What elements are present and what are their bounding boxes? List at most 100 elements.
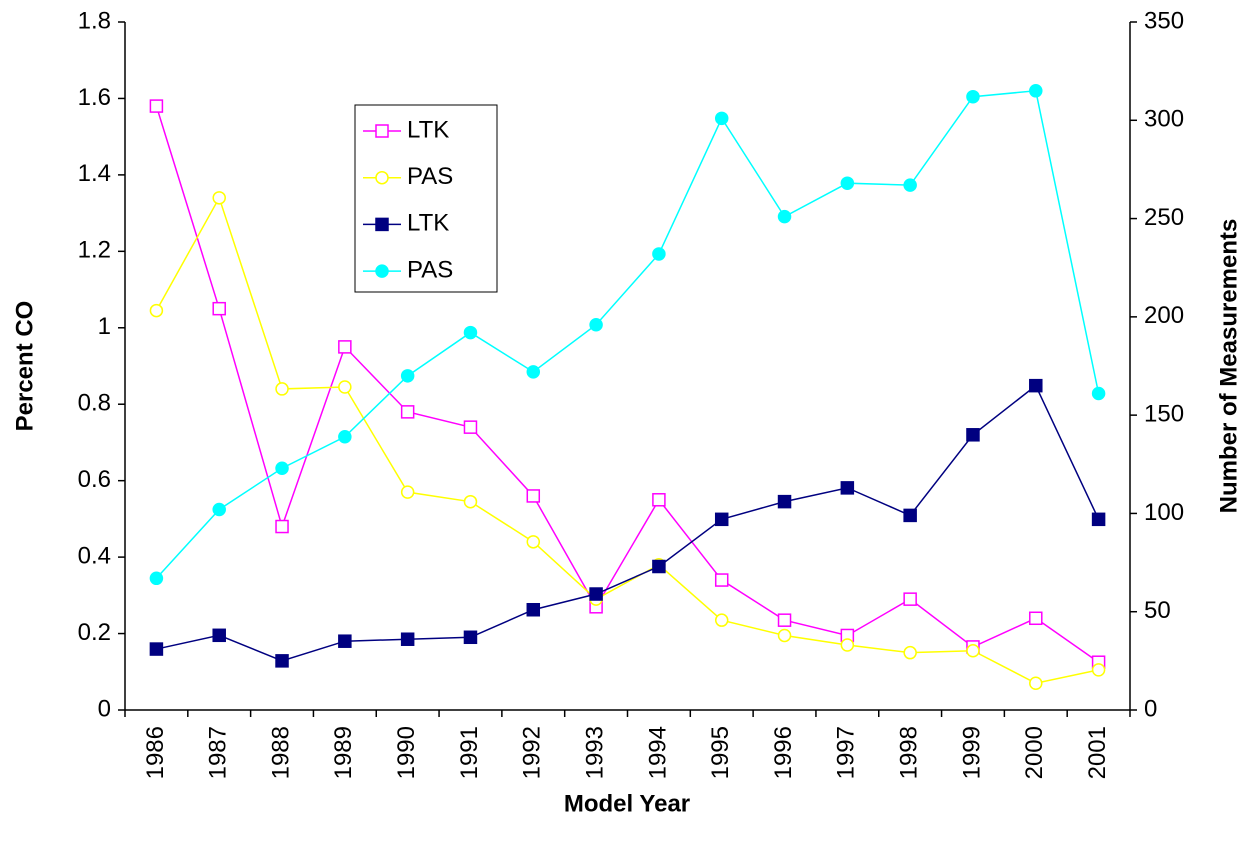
y-tick-label: 0.6 bbox=[78, 466, 111, 493]
marker bbox=[1029, 378, 1043, 393]
marker bbox=[463, 494, 478, 509]
marker bbox=[338, 340, 352, 354]
marker bbox=[714, 573, 729, 587]
marker bbox=[463, 420, 478, 434]
marker bbox=[375, 217, 389, 232]
legend-label: LTK bbox=[407, 210, 449, 237]
marker bbox=[149, 303, 164, 318]
x-axis-title: Model Year bbox=[564, 790, 690, 817]
marker bbox=[966, 428, 980, 442]
marker bbox=[777, 494, 792, 509]
marker bbox=[338, 380, 352, 394]
marker bbox=[652, 247, 666, 261]
marker bbox=[903, 178, 917, 192]
y-tick-label: 1.4 bbox=[78, 160, 111, 187]
y2-tick-label: 0 bbox=[1144, 695, 1157, 722]
marker bbox=[400, 632, 415, 646]
series-line bbox=[155, 195, 1099, 685]
x-tick-label: 1993 bbox=[581, 726, 608, 779]
marker bbox=[652, 559, 666, 574]
x-tick-label: 1992 bbox=[519, 726, 546, 779]
marker bbox=[1091, 386, 1106, 401]
marker bbox=[212, 502, 226, 517]
series-line bbox=[156, 384, 1100, 662]
marker bbox=[777, 613, 792, 627]
y-tick-label: 0.8 bbox=[78, 390, 111, 417]
marker bbox=[652, 493, 666, 507]
x-tick-label: 1987 bbox=[205, 726, 232, 779]
marker bbox=[149, 99, 164, 113]
marker bbox=[903, 592, 917, 606]
x-tick-label: 1990 bbox=[393, 726, 420, 779]
marker bbox=[526, 365, 541, 379]
marker bbox=[714, 111, 729, 126]
marker bbox=[375, 264, 389, 278]
y-tick-label: 1.8 bbox=[78, 7, 111, 34]
series-line bbox=[155, 89, 1100, 579]
marker bbox=[1091, 663, 1106, 677]
x-tick-label: 1989 bbox=[330, 726, 357, 779]
marker bbox=[338, 430, 352, 444]
marker bbox=[1029, 84, 1043, 98]
marker bbox=[526, 602, 541, 617]
y-tick-label: 1.6 bbox=[78, 84, 111, 111]
marker bbox=[840, 638, 855, 652]
marker bbox=[714, 512, 729, 527]
marker bbox=[149, 571, 164, 586]
y2-tick-label: 350 bbox=[1144, 7, 1184, 34]
marker bbox=[777, 628, 792, 643]
y-tick-label: 1 bbox=[98, 313, 111, 340]
y-tick-label: 0 bbox=[98, 695, 111, 722]
marker bbox=[400, 485, 415, 499]
marker bbox=[589, 587, 603, 601]
marker bbox=[1029, 676, 1043, 690]
x-tick-label: 1991 bbox=[456, 726, 483, 779]
y2-tick-label: 50 bbox=[1144, 597, 1171, 624]
marker bbox=[903, 508, 917, 523]
marker bbox=[212, 191, 226, 205]
series-line bbox=[155, 105, 1100, 663]
y2-tick-label: 300 bbox=[1144, 106, 1184, 133]
marker bbox=[840, 481, 855, 495]
legend-label: PAS bbox=[407, 163, 453, 190]
marker bbox=[526, 535, 541, 549]
marker bbox=[400, 369, 415, 383]
marker bbox=[275, 654, 289, 668]
marker bbox=[375, 124, 389, 138]
legend-label: PAS bbox=[407, 256, 453, 283]
marker bbox=[966, 89, 980, 104]
y2-axis-title: Number of Measurements bbox=[1215, 219, 1242, 514]
marker bbox=[589, 317, 603, 332]
marker bbox=[400, 405, 415, 419]
x-tick-label: 1988 bbox=[267, 726, 294, 779]
y2-tick-label: 200 bbox=[1144, 302, 1184, 329]
x-tick-label: 2000 bbox=[1021, 726, 1048, 779]
y2-tick-label: 250 bbox=[1144, 204, 1184, 231]
marker bbox=[212, 301, 226, 316]
marker bbox=[903, 645, 917, 660]
marker bbox=[714, 613, 729, 627]
marker bbox=[463, 630, 478, 645]
marker bbox=[840, 176, 855, 190]
marker bbox=[966, 644, 980, 658]
x-tick-label: 1995 bbox=[707, 726, 734, 779]
x-tick-label: 1986 bbox=[142, 726, 169, 779]
marker bbox=[338, 634, 352, 648]
y-axis-title: Percent CO bbox=[11, 301, 38, 432]
x-tick-label: 1997 bbox=[833, 726, 860, 779]
y2-tick-label: 150 bbox=[1144, 400, 1184, 427]
x-tick-label: 1998 bbox=[896, 726, 923, 779]
legend-label: LTK bbox=[407, 116, 449, 143]
marker bbox=[1029, 611, 1043, 626]
y-tick-label: 1.2 bbox=[78, 237, 111, 264]
marker bbox=[777, 209, 792, 224]
marker bbox=[149, 642, 164, 656]
marker bbox=[275, 382, 289, 396]
x-tick-label: 1996 bbox=[770, 726, 797, 779]
y2-tick-label: 100 bbox=[1144, 499, 1184, 526]
x-tick-label: 2001 bbox=[1084, 726, 1111, 779]
marker bbox=[275, 519, 289, 534]
marker bbox=[463, 325, 478, 340]
